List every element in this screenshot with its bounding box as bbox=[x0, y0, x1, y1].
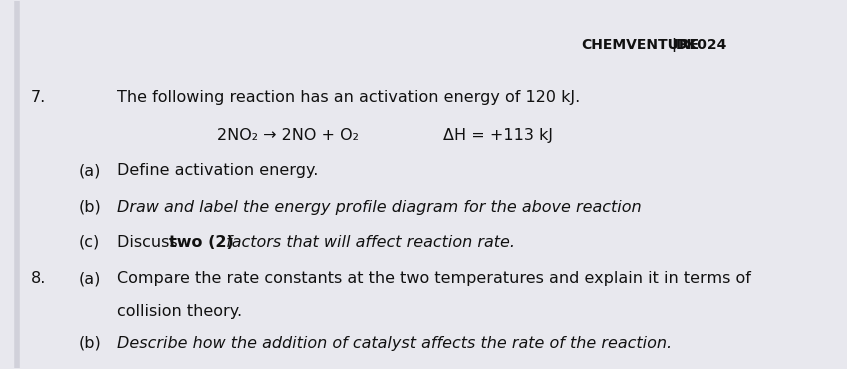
Text: (b): (b) bbox=[78, 335, 101, 351]
Text: CHEMVENTURE: CHEMVENTURE bbox=[581, 38, 700, 52]
Text: Compare the rate constants at the two temperatures and explain it in terms of: Compare the rate constants at the two te… bbox=[117, 272, 750, 286]
Text: factors that will affect reaction rate.: factors that will affect reaction rate. bbox=[221, 235, 515, 250]
Text: 8.: 8. bbox=[30, 272, 46, 286]
Text: (a): (a) bbox=[78, 163, 101, 178]
Text: The following reaction has an activation energy of 120 kJ.: The following reaction has an activation… bbox=[117, 90, 580, 105]
Text: (b): (b) bbox=[78, 200, 101, 215]
Text: (c): (c) bbox=[78, 235, 99, 250]
Text: DK024: DK024 bbox=[676, 38, 728, 52]
Text: (a): (a) bbox=[78, 272, 101, 286]
Text: ΔH = +113 kJ: ΔH = +113 kJ bbox=[443, 128, 553, 143]
Text: collision theory.: collision theory. bbox=[117, 304, 241, 318]
Text: 2NO₂ → 2NO + O₂: 2NO₂ → 2NO + O₂ bbox=[217, 128, 358, 143]
Text: Discuss: Discuss bbox=[117, 235, 182, 250]
Text: two (2): two (2) bbox=[169, 235, 234, 250]
Text: |: | bbox=[672, 38, 677, 52]
Text: Draw and label the energy profile diagram for the above reaction: Draw and label the energy profile diagra… bbox=[117, 200, 641, 215]
Text: 7.: 7. bbox=[30, 90, 46, 105]
Text: Describe how the addition of catalyst affects the rate of the reaction.: Describe how the addition of catalyst af… bbox=[117, 335, 672, 351]
Text: Define activation energy.: Define activation energy. bbox=[117, 163, 318, 178]
